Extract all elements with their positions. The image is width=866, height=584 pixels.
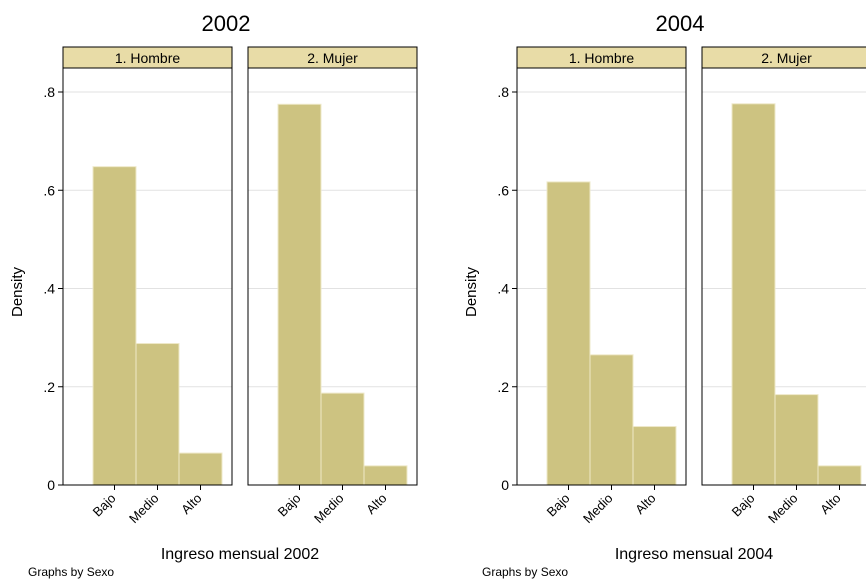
y-tick-label: .2: [497, 379, 509, 395]
x-tick-label: Alto: [178, 491, 204, 517]
facet-strip-label: 1. Hombre: [115, 50, 181, 66]
chart-title: 2004: [656, 11, 705, 36]
y-tick-label: 0: [47, 477, 55, 493]
x-axis-label: Ingreso mensual 2002: [161, 546, 319, 563]
histogram-bar: [731, 103, 776, 486]
graphs-by-note: Graphs by Sexo: [28, 565, 114, 579]
histogram-bar: [178, 452, 223, 486]
histogram-bar: [774, 394, 819, 486]
histogram-bar: [589, 354, 634, 486]
panel-frame: [62, 67, 233, 486]
histogram-bar: [546, 181, 591, 486]
facet-strip-label: 2. Mujer: [761, 50, 812, 66]
y-tick-label: 0: [501, 477, 509, 493]
histogram-bar: [363, 465, 408, 486]
x-tick-label: Medio: [311, 491, 347, 527]
histogram-bar: [92, 166, 137, 486]
x-tick-label: Alto: [632, 491, 658, 517]
histogram-bar: [135, 343, 180, 486]
y-axis-label: Density: [9, 266, 26, 317]
histogram-bar: [817, 465, 862, 486]
y-tick-label: .6: [497, 182, 509, 198]
graphs-by-note: Graphs by Sexo: [482, 565, 568, 579]
x-tick-label: Alto: [363, 491, 389, 517]
panel-frame: [516, 67, 687, 486]
x-tick-label: Medio: [126, 491, 162, 527]
x-tick-label: Alto: [817, 491, 843, 517]
facet-strip-label: 1. Hombre: [569, 50, 635, 66]
chart-title: 2002: [202, 11, 251, 36]
x-tick-label: Medio: [580, 491, 616, 527]
facet-strip-label: 2. Mujer: [307, 50, 358, 66]
y-tick-label: .4: [497, 281, 509, 297]
y-tick-label: .4: [43, 281, 55, 297]
panel-frame: [701, 67, 866, 486]
x-tick-label: Bajo: [275, 491, 304, 520]
y-tick-label: .8: [497, 84, 509, 100]
x-tick-label: Medio: [765, 491, 801, 527]
y-tick-label: .6: [43, 182, 55, 198]
histogram-bar: [277, 103, 322, 486]
histogram-bar: [632, 426, 677, 486]
panel-frame: [247, 67, 418, 486]
y-axis-label: Density: [463, 266, 480, 317]
histogram-bar: [320, 392, 365, 486]
x-tick-label: Bajo: [90, 491, 119, 520]
x-tick-label: Bajo: [544, 491, 573, 520]
y-tick-label: .8: [43, 84, 55, 100]
x-axis-label: Ingreso mensual 2004: [615, 546, 773, 563]
x-tick-label: Bajo: [729, 491, 758, 520]
y-tick-label: .2: [43, 379, 55, 395]
